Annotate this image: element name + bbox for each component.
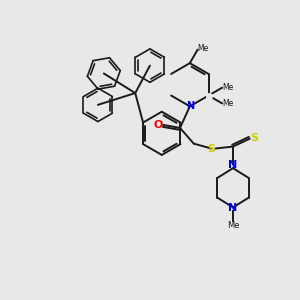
Text: N: N (228, 160, 238, 170)
Text: S: S (250, 133, 259, 143)
Text: N: N (228, 203, 238, 213)
Text: N: N (186, 101, 194, 111)
Text: S: S (207, 143, 215, 154)
Text: Me: Me (227, 220, 239, 230)
Text: Me: Me (222, 99, 234, 108)
Text: Me: Me (222, 83, 234, 92)
Text: O: O (154, 120, 163, 130)
Text: Me: Me (197, 44, 208, 53)
